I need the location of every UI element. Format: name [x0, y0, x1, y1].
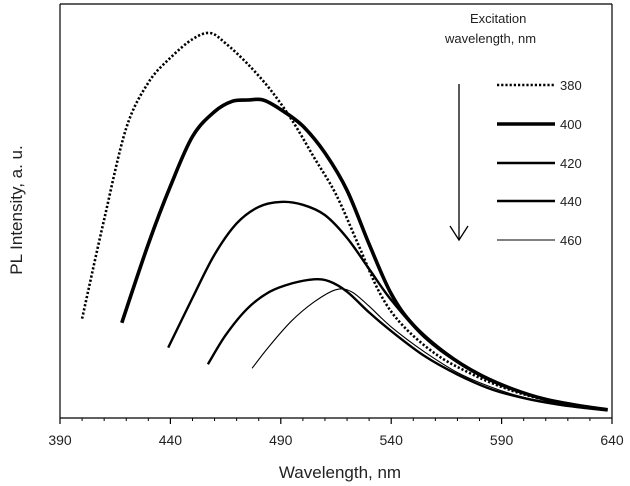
legend-title-line1: Excitation: [470, 11, 526, 26]
x-tick-label-390: 390: [48, 432, 72, 448]
series-line-380: [80, 31, 608, 411]
x-tick-label-640: 640: [600, 432, 624, 448]
down-arrow-icon: [449, 84, 469, 242]
legend-label-400: 400: [560, 117, 582, 132]
series-lines: [80, 31, 608, 412]
series-line-400: [120, 97, 608, 412]
y-axis-title: PL Intensity, a. u.: [7, 145, 26, 274]
legend-label-420: 420: [560, 156, 582, 171]
x-tick-label-540: 540: [380, 432, 404, 448]
x-tick-label-440: 440: [159, 432, 183, 448]
legend-label-440: 440: [560, 194, 582, 209]
x-tick-label-590: 590: [490, 432, 514, 448]
legend-label-380: 380: [560, 78, 582, 93]
legend-label-460: 460: [560, 233, 582, 248]
x-tick-label-490: 490: [269, 432, 293, 448]
x-axis-title: Wavelength, nm: [279, 463, 401, 482]
legend-title-line2: wavelength, nm: [444, 31, 536, 46]
legend: Excitation wavelength, nm 380 400 420 440 46…: [444, 11, 582, 248]
series-line-460: [251, 288, 608, 412]
series-line-420: [167, 200, 608, 411]
x-axis-ticks: 390 440 490 540 590 640: [48, 418, 624, 448]
series-line-440: [206, 278, 608, 412]
